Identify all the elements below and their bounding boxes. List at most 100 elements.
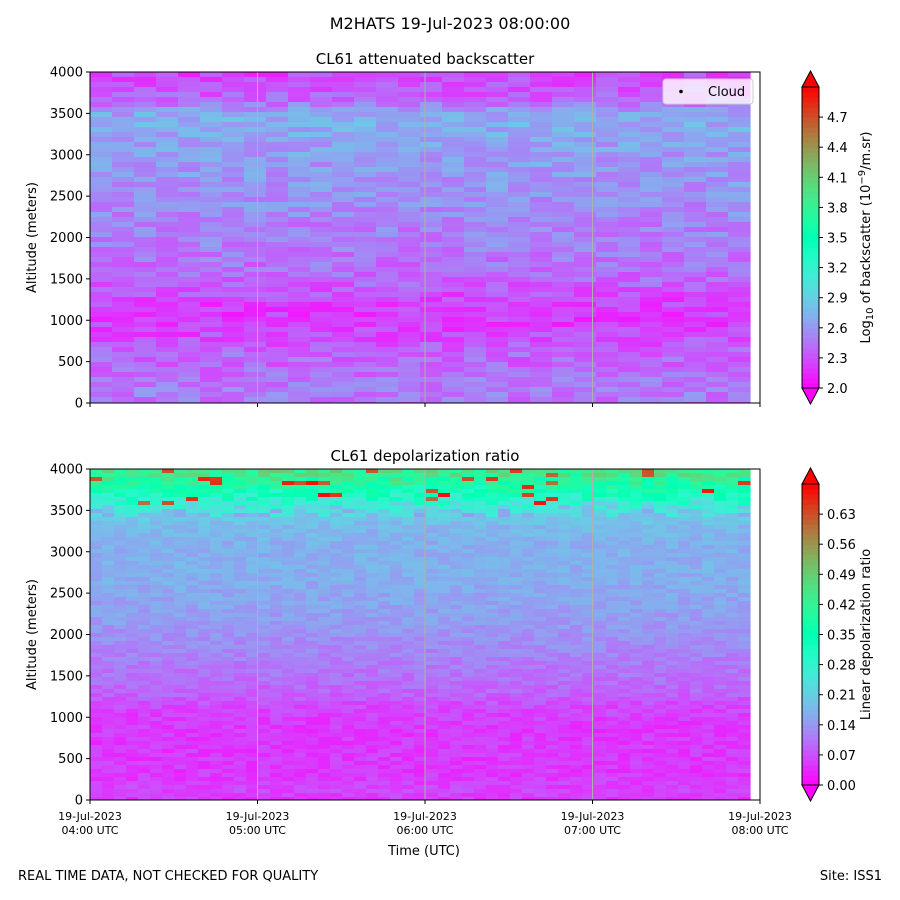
heatmap-cell xyxy=(662,317,685,323)
heatmap-cell xyxy=(210,497,223,502)
heatmap-cell xyxy=(376,102,399,108)
heatmap-cell xyxy=(522,641,535,646)
heatmap-cell xyxy=(222,107,245,113)
heatmap-cell xyxy=(112,137,135,143)
heatmap-cell xyxy=(222,637,235,642)
heatmap-cell xyxy=(200,192,223,198)
heatmap-cell xyxy=(332,117,355,123)
heatmap-cell xyxy=(486,645,499,650)
heatmap-cell xyxy=(90,197,113,203)
heatmap-cell xyxy=(510,585,523,590)
heatmap-cell xyxy=(112,147,135,153)
heatmap-cell xyxy=(354,665,367,670)
heatmap-cell xyxy=(134,117,157,123)
heatmap-cell xyxy=(266,172,289,178)
heatmap-cell xyxy=(126,609,139,614)
heatmap-cell xyxy=(666,585,679,590)
heatmap-cell xyxy=(618,541,631,546)
heatmap-cell xyxy=(582,657,595,662)
heatmap-cell xyxy=(162,645,175,650)
heatmap-cell xyxy=(442,182,465,188)
heatmap-cell xyxy=(234,481,247,486)
heatmap-cell xyxy=(310,357,333,363)
heatmap-cell xyxy=(398,157,421,163)
heatmap-cell xyxy=(310,272,333,278)
heatmap-cell xyxy=(376,97,399,103)
heatmap-cell xyxy=(666,537,679,542)
heatmap-cell xyxy=(442,292,465,298)
heatmap-cell xyxy=(640,137,663,143)
heatmap-cell xyxy=(474,577,487,582)
heatmap-cell xyxy=(464,97,487,103)
heatmap-cell xyxy=(330,537,343,542)
heatmap-cell xyxy=(126,553,139,558)
heatmap-cell xyxy=(246,533,259,538)
heatmap-cell xyxy=(138,577,151,582)
heatmap-cell xyxy=(510,469,523,474)
heatmap-cell xyxy=(210,549,223,554)
heatmap-cell xyxy=(630,645,643,650)
heatmap-cell xyxy=(310,197,333,203)
heatmap-cell xyxy=(366,625,379,630)
heatmap-cell xyxy=(678,605,691,610)
heatmap-cell xyxy=(450,561,463,566)
heatmap-cell xyxy=(534,669,547,674)
heatmap-cell xyxy=(678,553,691,558)
heatmap-cell xyxy=(310,292,333,298)
heatmap-cell xyxy=(534,561,547,566)
heatmap-cell xyxy=(258,525,271,530)
heatmap-cell xyxy=(134,362,157,368)
heatmap-cell xyxy=(728,352,751,358)
heatmap-cell xyxy=(728,117,751,123)
heatmap-cell xyxy=(318,645,331,650)
heatmap-cell xyxy=(210,577,223,582)
heatmap-cell xyxy=(294,665,307,670)
heatmap-cell xyxy=(414,545,427,550)
heatmap-cell xyxy=(90,352,113,358)
heatmap-cell xyxy=(690,505,703,510)
heatmap-cell xyxy=(126,621,139,626)
heatmap-cell xyxy=(134,262,157,268)
heatmap-cell xyxy=(438,493,451,498)
heatmap-cell xyxy=(530,392,553,398)
heatmap-cell xyxy=(442,222,465,228)
heatmap-cell xyxy=(210,489,223,494)
colorbar-segment xyxy=(802,182,819,188)
heatmap-cell xyxy=(354,362,377,368)
heatmap-cell xyxy=(270,569,283,574)
heatmap-cell xyxy=(90,517,103,522)
heatmap-cell xyxy=(552,337,575,343)
heatmap-cell xyxy=(134,157,157,163)
heatmap-cell xyxy=(90,501,103,506)
heatmap-cell xyxy=(618,489,631,494)
heatmap-cell xyxy=(474,597,487,602)
heatmap-cell xyxy=(546,525,559,530)
heatmap-cell xyxy=(630,525,643,530)
heatmap-cell xyxy=(474,581,487,586)
heatmap-cell xyxy=(662,397,685,403)
heatmap-cell xyxy=(486,469,499,474)
heatmap-cell xyxy=(450,469,463,474)
heatmap-cell xyxy=(450,673,463,678)
heatmap-cell xyxy=(498,545,511,550)
heatmap-cell xyxy=(606,469,619,474)
heatmap-cell xyxy=(266,307,289,313)
heatmap-cell xyxy=(662,207,685,213)
heatmap-cell xyxy=(596,262,619,268)
heatmap-cell xyxy=(402,493,415,498)
heatmap-cell xyxy=(630,493,643,498)
heatmap-cell xyxy=(376,327,399,333)
heatmap-cell xyxy=(332,267,355,273)
heatmap-cell xyxy=(378,597,391,602)
heatmap-cell xyxy=(522,537,535,542)
heatmap-cell xyxy=(138,589,151,594)
heatmap-cell xyxy=(702,501,715,506)
heatmap-cell xyxy=(630,665,643,670)
heatmap-cell xyxy=(426,501,439,506)
heatmap-cell xyxy=(200,82,223,88)
heatmap-cell xyxy=(244,72,267,78)
heatmap-cell xyxy=(714,661,727,666)
heatmap-cell xyxy=(288,197,311,203)
heatmap-cell xyxy=(702,485,715,490)
heatmap-cell xyxy=(376,162,399,168)
